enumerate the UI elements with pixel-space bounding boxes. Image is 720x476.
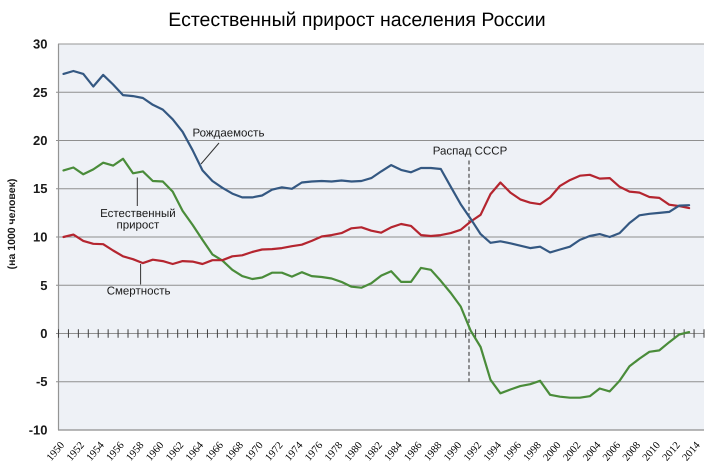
- svg-text:Смертность: Смертность: [107, 286, 171, 298]
- svg-text:5: 5: [40, 278, 47, 293]
- svg-text:Естественный прирост населения: Естественный прирост населения России: [168, 9, 545, 31]
- svg-text:15: 15: [33, 181, 47, 196]
- svg-text:25: 25: [33, 85, 47, 100]
- svg-text:20: 20: [33, 133, 47, 148]
- svg-text:-5: -5: [36, 374, 48, 389]
- svg-text:прирост: прирост: [116, 220, 160, 232]
- svg-text:(на 1000 человек): (на 1000 человек): [6, 179, 18, 270]
- svg-text:0: 0: [40, 326, 47, 341]
- svg-text:Распад СССР: Распад СССР: [433, 146, 508, 158]
- svg-text:30: 30: [33, 37, 47, 52]
- svg-text:-10: -10: [29, 423, 48, 438]
- svg-text:Естественный: Естественный: [100, 208, 176, 220]
- svg-text:Рождаемость: Рождаемость: [193, 128, 265, 140]
- svg-text:10: 10: [33, 230, 47, 245]
